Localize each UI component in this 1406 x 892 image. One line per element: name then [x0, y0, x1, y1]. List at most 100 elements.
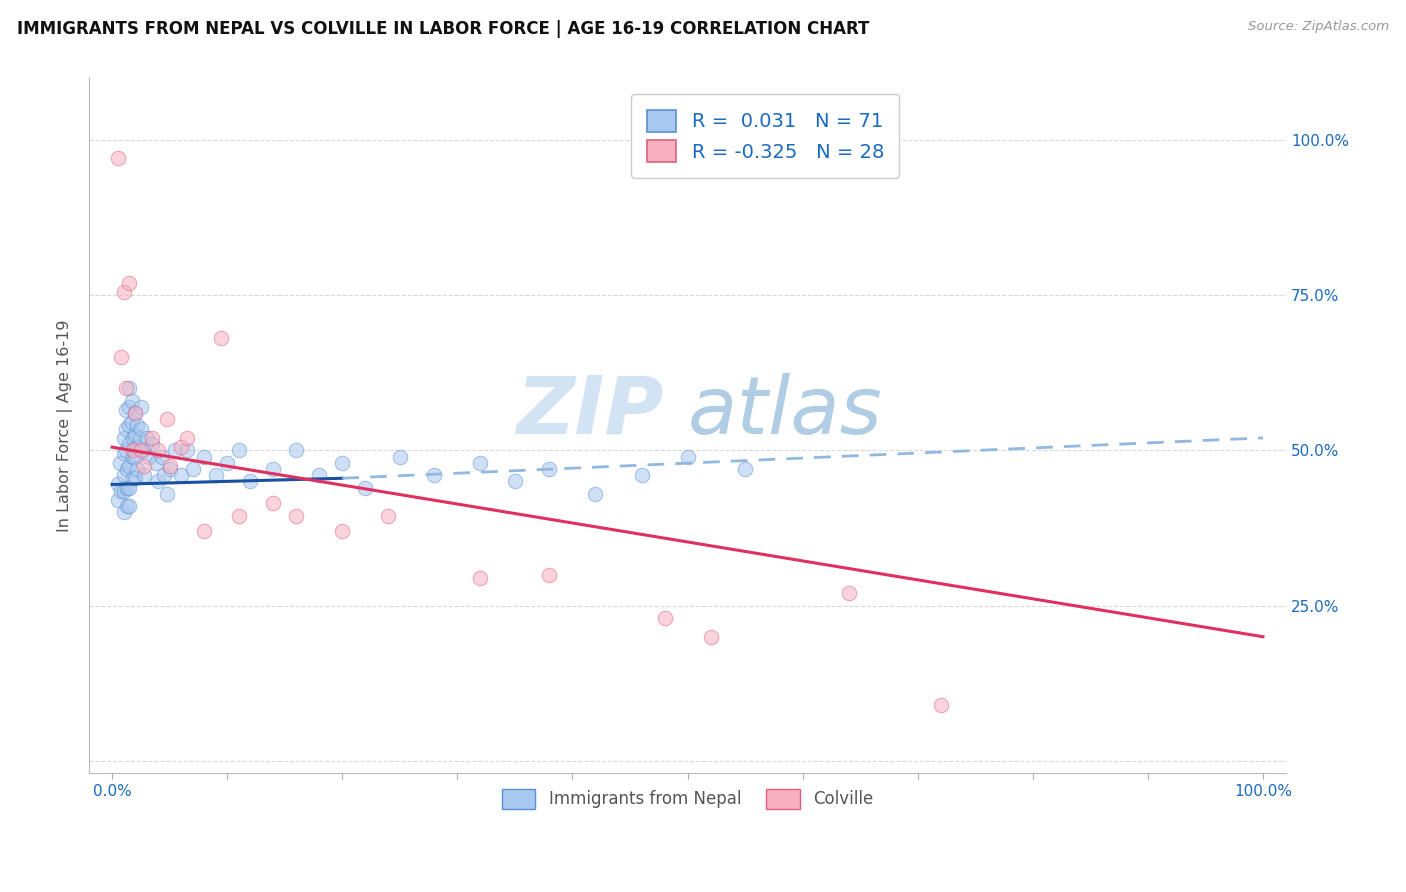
Point — [148, 443, 170, 458]
Point — [115, 462, 138, 476]
Point — [176, 431, 198, 445]
Point — [538, 462, 561, 476]
Point — [112, 285, 135, 299]
Point — [127, 440, 149, 454]
Point — [676, 450, 699, 464]
Text: atlas: atlas — [688, 373, 883, 450]
Legend: Immigrants from Nepal, Colville: Immigrants from Nepal, Colville — [495, 782, 880, 815]
Point — [112, 446, 135, 460]
Point — [181, 462, 204, 476]
Point — [122, 471, 145, 485]
Point — [838, 586, 860, 600]
Point — [112, 468, 135, 483]
Point — [124, 450, 146, 464]
Point — [170, 468, 193, 483]
Point — [308, 468, 330, 483]
Point — [107, 493, 129, 508]
Point — [118, 400, 141, 414]
Point — [115, 500, 138, 514]
Point — [156, 412, 179, 426]
Point — [127, 462, 149, 476]
Point — [654, 611, 676, 625]
Point — [193, 450, 215, 464]
Point — [118, 381, 141, 395]
Point — [699, 630, 721, 644]
Point — [118, 276, 141, 290]
Point — [134, 458, 156, 473]
Point — [110, 350, 132, 364]
Point — [124, 427, 146, 442]
Point — [115, 421, 138, 435]
Point — [176, 443, 198, 458]
Point — [135, 431, 157, 445]
Point — [330, 524, 353, 538]
Point — [134, 468, 156, 483]
Point — [165, 443, 187, 458]
Point — [129, 421, 152, 435]
Point — [262, 496, 284, 510]
Point — [145, 456, 167, 470]
Point — [128, 431, 150, 445]
Point — [121, 393, 143, 408]
Point — [115, 481, 138, 495]
Point — [470, 456, 492, 470]
Point — [121, 415, 143, 429]
Point — [377, 508, 399, 523]
Point — [112, 505, 135, 519]
Point — [503, 475, 526, 489]
Point — [156, 487, 179, 501]
Point — [585, 487, 607, 501]
Point — [285, 443, 308, 458]
Point — [107, 477, 129, 491]
Point — [129, 400, 152, 414]
Point — [118, 458, 141, 473]
Point — [107, 151, 129, 165]
Point — [630, 468, 652, 483]
Point — [734, 462, 756, 476]
Point — [118, 500, 141, 514]
Point — [239, 475, 262, 489]
Point — [217, 456, 239, 470]
Point — [228, 508, 250, 523]
Point — [124, 471, 146, 485]
Point — [354, 481, 377, 495]
Point — [204, 468, 226, 483]
Point — [110, 483, 132, 498]
Point — [211, 331, 233, 345]
Point — [110, 456, 132, 470]
Point — [470, 571, 492, 585]
Point — [170, 440, 193, 454]
Point — [148, 475, 170, 489]
Point — [153, 468, 176, 483]
Point — [122, 443, 145, 458]
Point — [122, 431, 145, 445]
Point — [538, 567, 561, 582]
Y-axis label: In Labor Force | Age 16-19: In Labor Force | Age 16-19 — [58, 319, 73, 532]
Point — [285, 508, 308, 523]
Point — [118, 481, 141, 495]
Point — [159, 462, 181, 476]
Point — [330, 456, 353, 470]
Text: Source: ZipAtlas.com: Source: ZipAtlas.com — [1249, 20, 1389, 33]
Point — [129, 443, 152, 458]
Point — [138, 450, 160, 464]
Point — [141, 431, 163, 445]
Point — [124, 406, 146, 420]
Point — [132, 443, 155, 458]
Point — [929, 698, 952, 712]
Point — [118, 437, 141, 451]
Point — [112, 431, 135, 445]
Point — [115, 381, 138, 395]
Point — [262, 462, 284, 476]
Point — [423, 468, 446, 483]
Point — [124, 406, 146, 420]
Point — [115, 403, 138, 417]
Point — [150, 450, 173, 464]
Text: ZIP: ZIP — [516, 373, 664, 450]
Point — [228, 443, 250, 458]
Point — [388, 450, 411, 464]
Point — [115, 443, 138, 458]
Point — [127, 418, 149, 433]
Point — [118, 418, 141, 433]
Point — [141, 437, 163, 451]
